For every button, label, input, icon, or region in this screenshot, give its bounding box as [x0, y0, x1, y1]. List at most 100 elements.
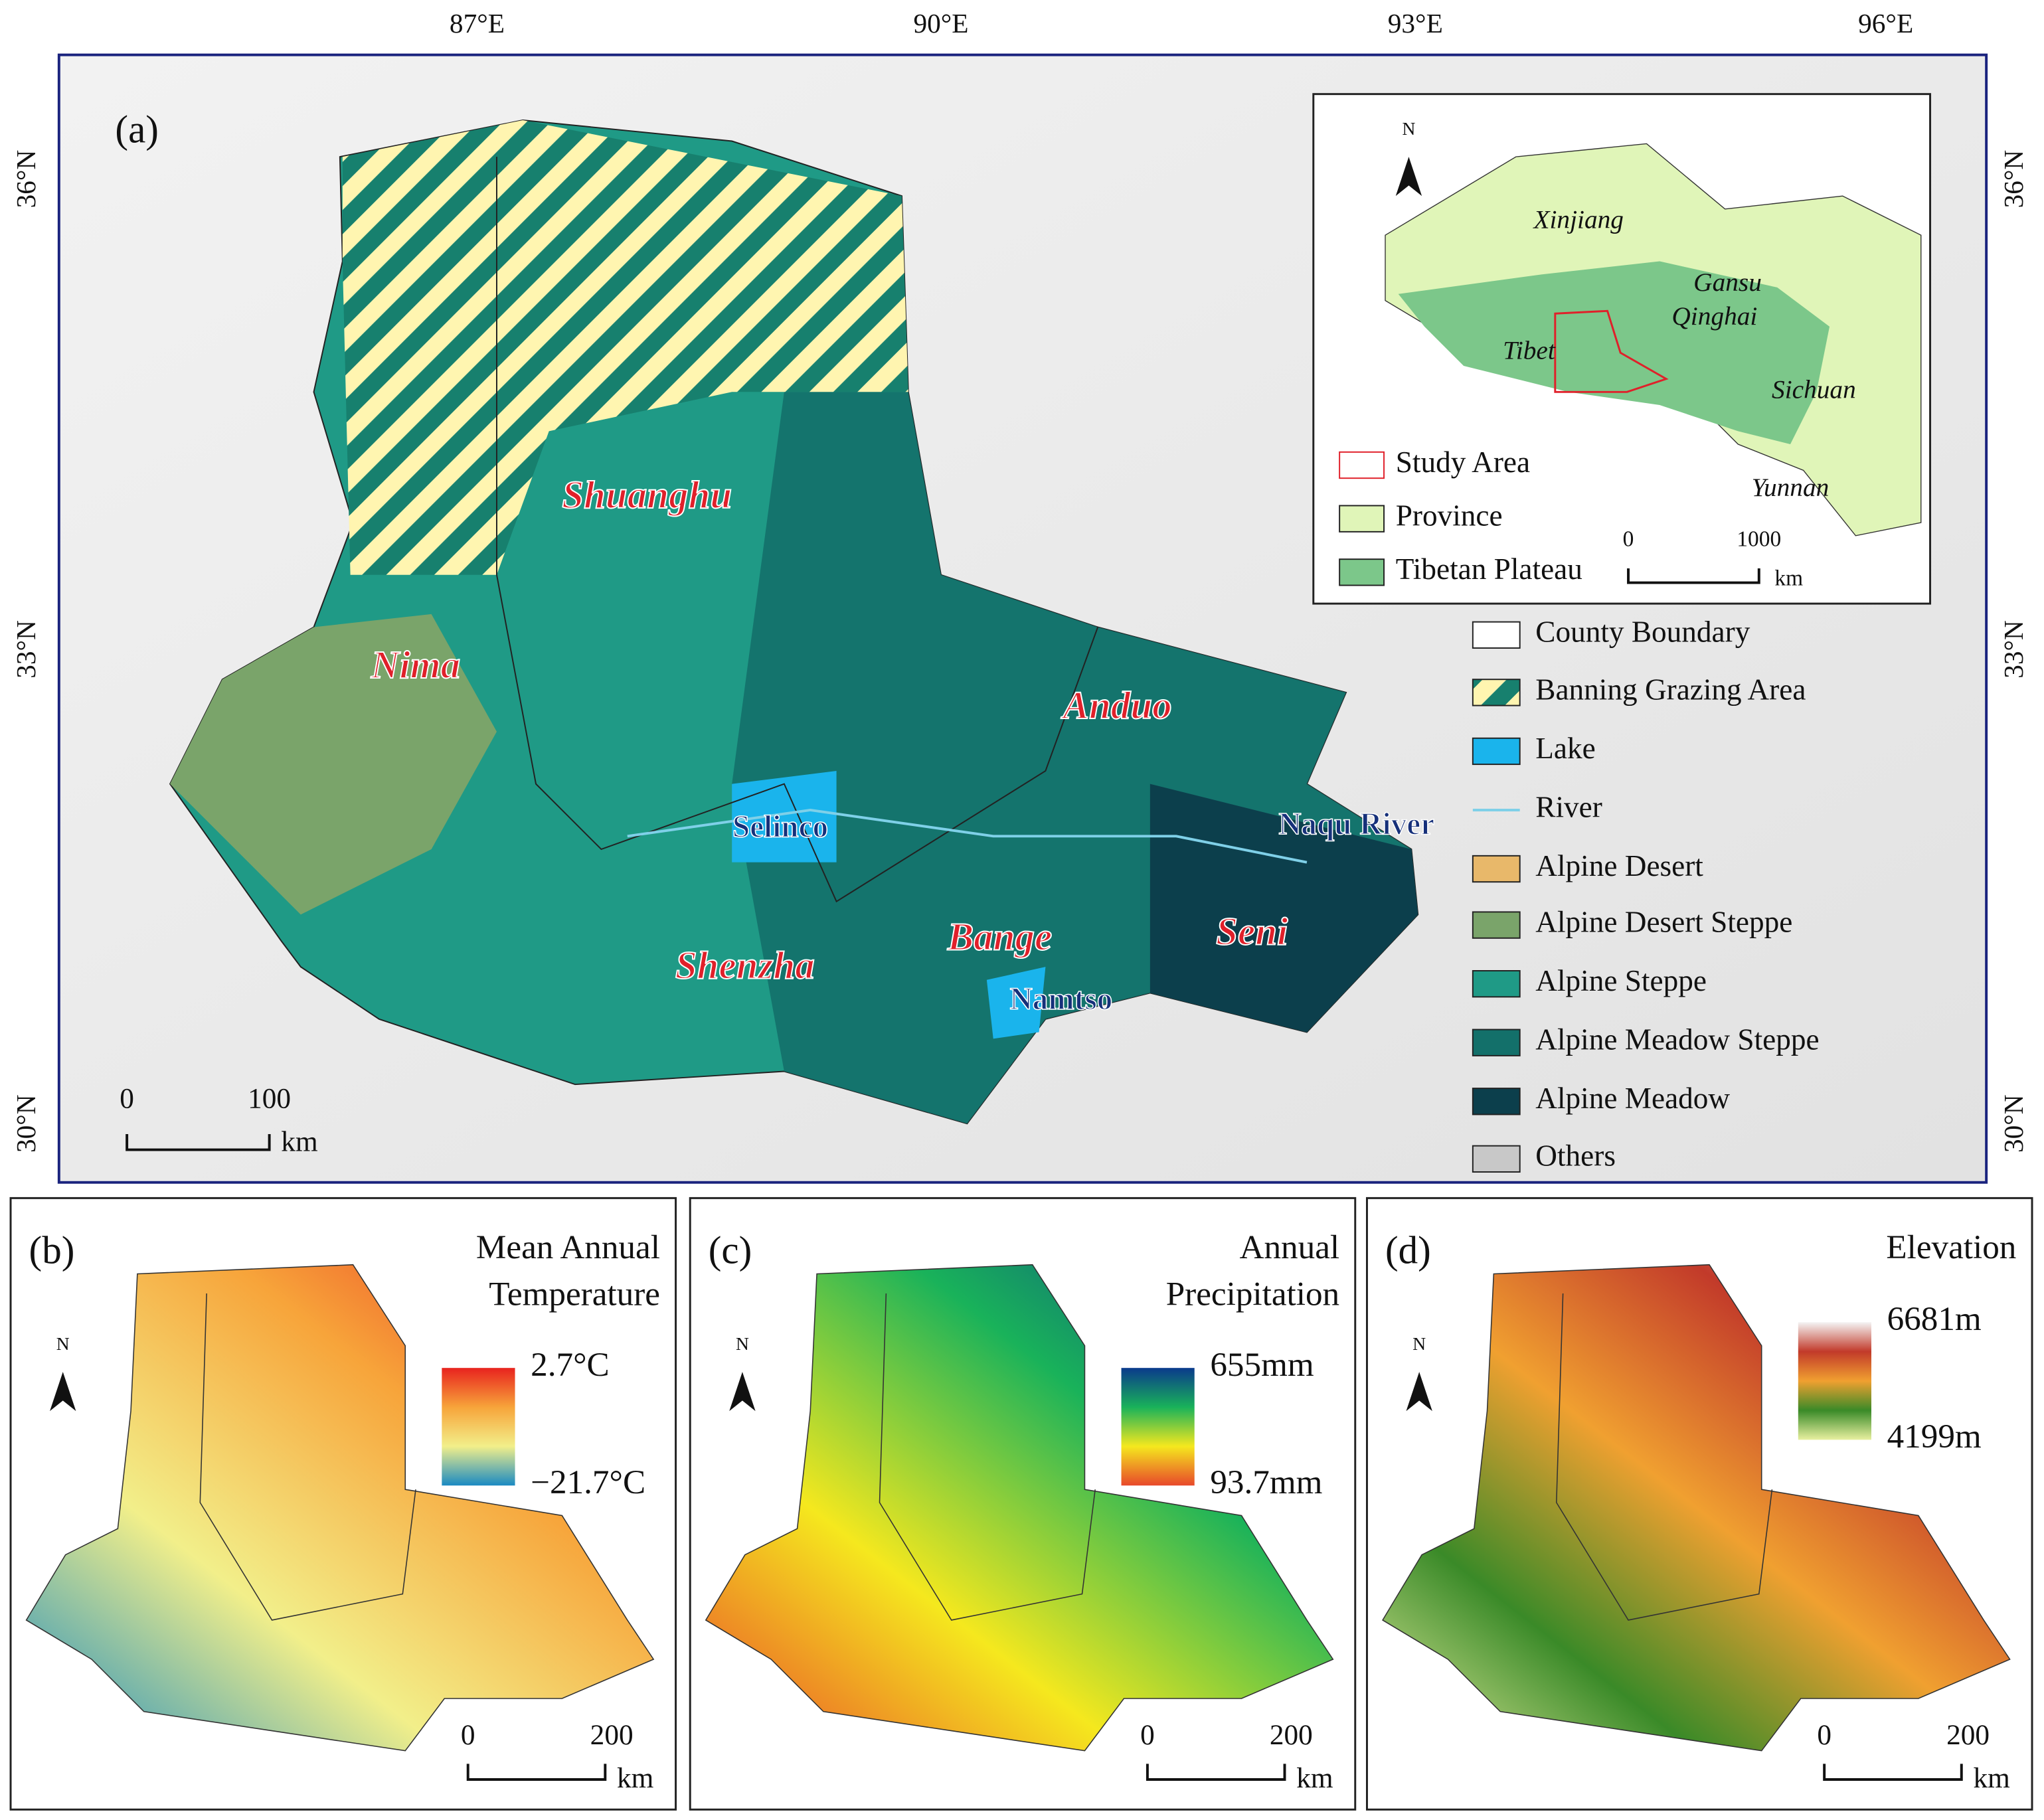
scale-bar — [466, 1764, 607, 1781]
scale-tick: 0 — [1623, 527, 1634, 551]
scale-tick: 1000 — [1737, 527, 1781, 551]
north-arrow — [729, 1372, 756, 1412]
river — [627, 808, 1308, 864]
north-arrow — [1406, 1372, 1432, 1412]
county-name: Shenzha — [675, 944, 815, 987]
legend-swatch — [1472, 1088, 1521, 1116]
legend-label: Alpine Meadow — [1535, 1082, 1730, 1115]
legend-label: Province — [1396, 499, 1503, 533]
scale-tick: 200 — [590, 1719, 634, 1751]
panel-label: (d) — [1385, 1228, 1431, 1272]
legend-label: Banning Grazing Area — [1535, 673, 1806, 706]
panel-title: Temperature — [489, 1276, 660, 1313]
meadow-zone — [1150, 784, 1418, 1033]
colorbar-min: 93.7mm — [1210, 1463, 1322, 1501]
county-boundary — [496, 157, 1099, 903]
county-boundary — [199, 1293, 416, 1621]
scale-bar — [1146, 1764, 1286, 1781]
legend-label: Alpine Steppe — [1535, 964, 1707, 997]
legend-swatch — [1472, 621, 1521, 649]
panel-label: (b) — [29, 1228, 75, 1272]
region-name: Xinjiang — [1532, 205, 1624, 234]
scale-unit: km — [617, 1762, 653, 1794]
county-name: Bange — [947, 914, 1052, 958]
region-name: Qinghai — [1671, 301, 1757, 331]
legend-label: Tibetan Plateau — [1396, 552, 1582, 586]
scale-unit: km — [1973, 1762, 2009, 1794]
lon-tick-label: 90°E — [913, 8, 968, 39]
legend-swatch — [1472, 855, 1521, 883]
region-name: Gansu — [1693, 268, 1762, 297]
legend-swatch — [1339, 451, 1385, 479]
colorbar — [1121, 1368, 1195, 1486]
legend-swatch — [1472, 1029, 1521, 1056]
legend-label: County Boundary — [1535, 616, 1750, 649]
legend-swatch — [1472, 911, 1521, 939]
study-area — [1554, 309, 1669, 393]
legend-label: Lake — [1535, 732, 1595, 765]
scale-bar — [126, 1133, 271, 1151]
lat-tick-label: 33°N — [1998, 620, 2029, 679]
legend-label: Alpine Desert — [1535, 849, 1703, 882]
scale-tick: 0 — [120, 1083, 134, 1115]
legend-swatch — [1472, 737, 1521, 766]
legend-label: Alpine Meadow Steppe — [1535, 1023, 1819, 1056]
colorbar-min: −21.7°C — [531, 1463, 645, 1501]
county-name: Seni — [1216, 909, 1288, 953]
panel-title: Elevation — [1886, 1228, 2016, 1266]
north-label: N — [736, 1333, 749, 1354]
panel-title: Mean Annual — [476, 1228, 660, 1266]
panel-label: (c) — [709, 1228, 752, 1272]
county-name: Nima — [371, 643, 460, 687]
lat-tick-label: 30°N — [1998, 1094, 2029, 1153]
legend-swatch — [1472, 679, 1521, 706]
scale-tick: 200 — [1946, 1719, 1990, 1751]
lat-tick-label: 36°N — [1998, 150, 2029, 208]
scale-tick: 0 — [1140, 1719, 1155, 1751]
panel-title: Precipitation — [1166, 1276, 1339, 1313]
region-name: Yunnan — [1752, 473, 1830, 502]
scale-unit: km — [281, 1126, 317, 1158]
desert-steppe-zone — [170, 614, 497, 915]
scale-tick: 0 — [461, 1719, 475, 1751]
legend-label: Alpine Desert Steppe — [1535, 906, 1792, 939]
lon-tick-label: 87°E — [450, 8, 505, 39]
colorbar-min: 4199m — [1887, 1418, 1982, 1455]
lon-tick-label: 96°E — [1858, 8, 1913, 39]
water-name: Selinco — [732, 809, 828, 844]
county-name: Anduo — [1061, 683, 1172, 727]
colorbar-max: 6681m — [1887, 1300, 1982, 1338]
colorbar-max: 655mm — [1210, 1346, 1314, 1384]
scale-tick: 0 — [1817, 1719, 1831, 1751]
north-arrow — [1395, 157, 1422, 197]
region-name: Sichuan — [1772, 374, 1856, 404]
lake — [986, 967, 1046, 1039]
north-arrow — [50, 1372, 76, 1412]
tibetan-plateau — [1398, 261, 1830, 445]
legend-swatch — [1339, 558, 1385, 586]
water-name: Namtso — [1010, 982, 1113, 1017]
lat-tick-label: 30°N — [11, 1094, 41, 1153]
legend-swatch — [1472, 970, 1521, 998]
legend-label: Others — [1535, 1139, 1616, 1173]
county-boundary — [879, 1293, 1096, 1621]
scale-tick: 200 — [1270, 1719, 1313, 1751]
legend-swatch — [1472, 1145, 1521, 1173]
north-label: N — [56, 1333, 70, 1354]
scale-unit: km — [1296, 1762, 1333, 1794]
county-boundary — [1555, 1293, 1773, 1621]
water-name: Naqu River — [1278, 807, 1434, 841]
colorbar — [1798, 1322, 1872, 1440]
raster-map — [705, 1264, 1334, 1752]
north-label: N — [1412, 1333, 1426, 1354]
colorbar — [442, 1368, 515, 1486]
raster-map — [25, 1264, 655, 1752]
banning-area — [342, 120, 908, 575]
north-label: N — [1402, 118, 1415, 139]
legend-swatch — [1339, 505, 1385, 533]
scale-tick: 100 — [248, 1083, 291, 1115]
panel-title: Annual — [1240, 1228, 1340, 1266]
scale-unit: km — [1774, 566, 1803, 590]
